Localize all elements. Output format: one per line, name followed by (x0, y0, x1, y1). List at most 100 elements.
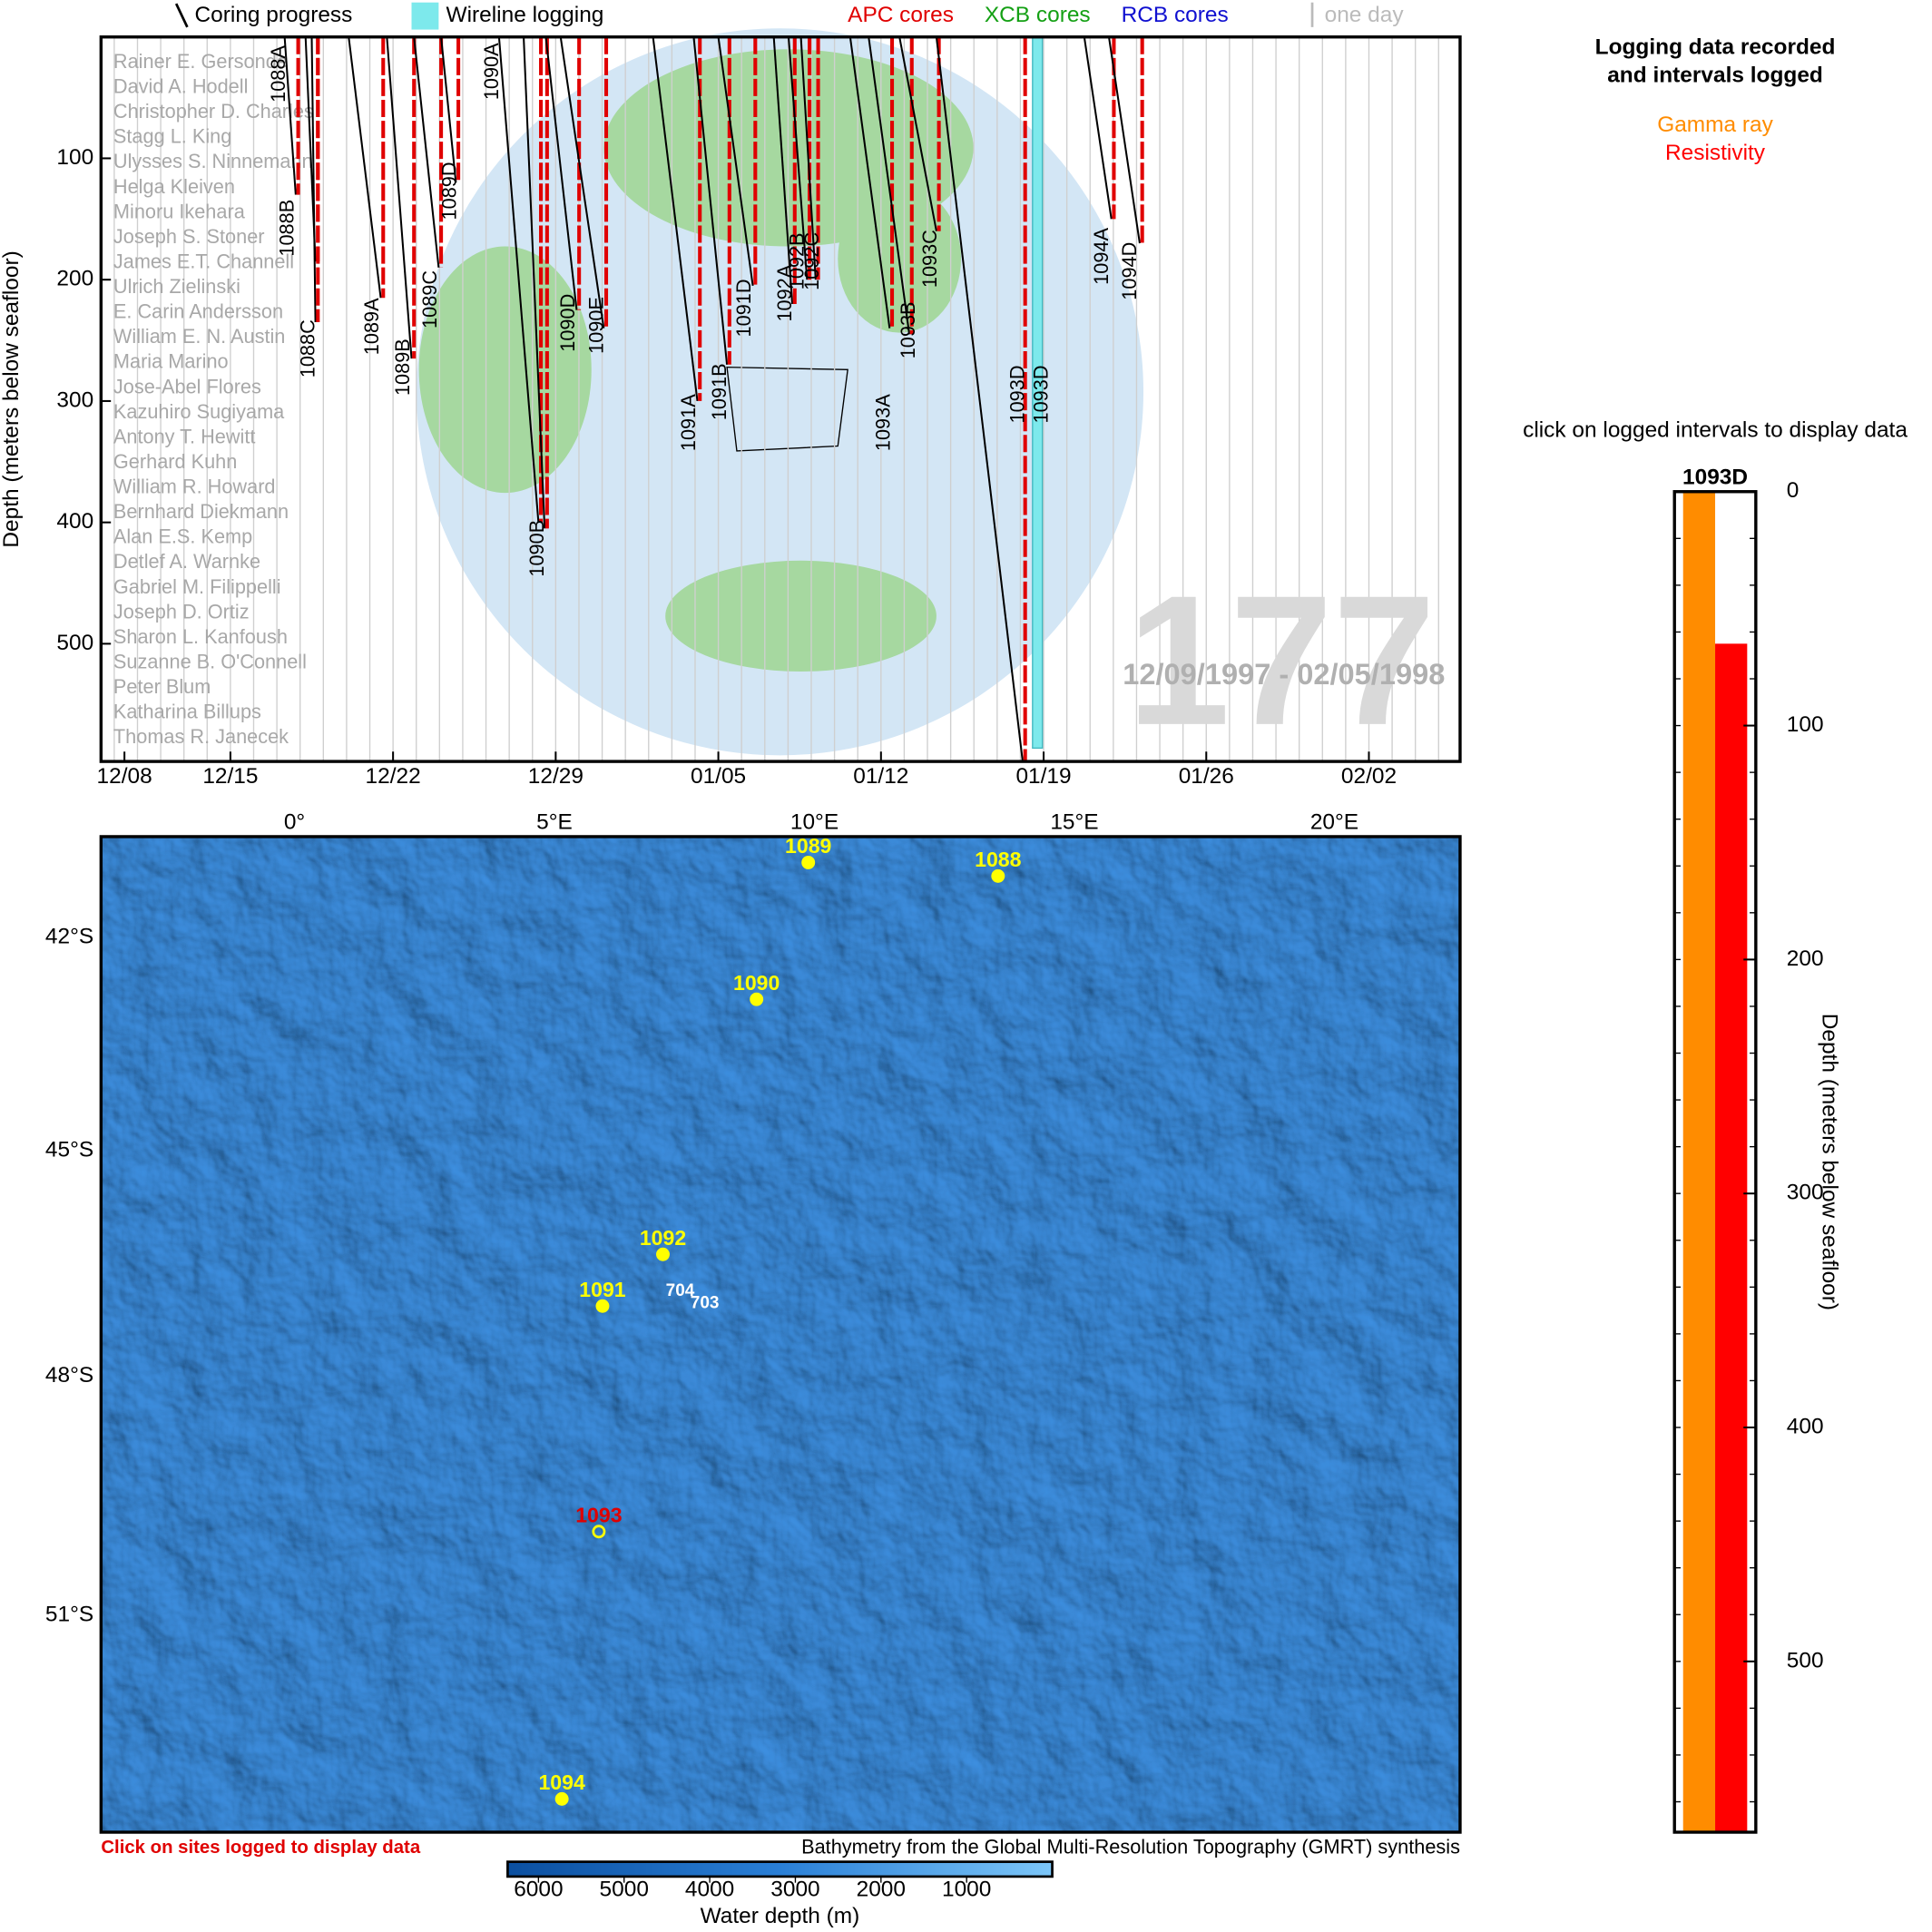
x-tick-label: 12/22 (366, 764, 421, 789)
site-label[interactable]: 1091 (579, 1278, 626, 1301)
coring-progress (440, 36, 457, 183)
colorbar-tick-label: 3000 (770, 1877, 819, 1901)
scientist: Maria Marino (113, 350, 229, 373)
log-tick-label: 0 (1787, 478, 1800, 503)
site-marker[interactable] (991, 868, 1005, 883)
site-marker[interactable] (801, 855, 816, 869)
hole-label[interactable]: 1088C (297, 319, 319, 378)
log-tick-label: 300 (1787, 1181, 1824, 1205)
lat-tick-label: 51°S (45, 1603, 93, 1627)
coring-progress (848, 36, 891, 329)
site-label[interactable]: 1090 (733, 971, 780, 995)
scientist: E. Carin Andersson (113, 300, 283, 323)
scientist: David A. Hodell (113, 75, 249, 98)
hole-label[interactable]: 1094D (1118, 242, 1141, 300)
scientist: Katharina Billups (113, 701, 261, 723)
lon-tick-label: 10°E (790, 809, 839, 834)
lon-tick-label: 20°E (1310, 809, 1358, 834)
region-box (726, 366, 848, 452)
scientist: Ulrich Zielinski (113, 275, 240, 298)
hole-label[interactable]: 1089A (360, 298, 383, 355)
hole-label[interactable]: 1090D (556, 294, 579, 352)
site-marker[interactable] (595, 1299, 610, 1313)
hole-label[interactable]: 1093D (1006, 365, 1029, 423)
log-interval[interactable] (1682, 491, 1716, 1833)
x-tick-label: 01/05 (691, 764, 746, 789)
hole-label[interactable]: 1089D (438, 162, 461, 220)
scientist: Kazuhiro Sugiyama (113, 400, 285, 423)
scientist: Gabriel M. Filippelli (113, 575, 281, 598)
scientist: William E. N. Austin (113, 325, 285, 348)
legend-swatch (411, 2, 439, 30)
lat-tick-label: 45°S (45, 1138, 93, 1162)
legend-coring: Coring progress (195, 3, 353, 27)
y-axis-label: Depth (meters below seafloor) (0, 250, 24, 547)
x-tick-label: 01/19 (1015, 764, 1071, 789)
log-hole: 1093D (1682, 465, 1748, 489)
hole-label[interactable]: 1093B (897, 301, 919, 358)
x-tick-label: 02/02 (1341, 764, 1397, 789)
bathymetry-map[interactable] (101, 836, 1460, 1833)
colorbar-tick-label: 1000 (942, 1877, 991, 1901)
y-tick-label: 500 (56, 631, 93, 655)
scientist: Minoru Ikehara (113, 200, 246, 222)
colorbar-label: Water depth (m) (701, 1904, 860, 1928)
hole-label[interactable]: 1092B (786, 232, 809, 289)
scientist: Sharon L. Kanfoush (113, 625, 288, 648)
scientist: Alan E.S. Kemp (113, 525, 252, 548)
coring-progress (559, 36, 605, 329)
coring-progress (544, 36, 578, 310)
hole-label[interactable]: 1090B (525, 520, 548, 577)
site-label[interactable]: 1092 (640, 1226, 686, 1250)
coring-progress (787, 36, 809, 280)
site-marker[interactable] (592, 1525, 606, 1539)
x-tick-label: 12/29 (528, 764, 584, 789)
log-tick-label: 400 (1787, 1414, 1824, 1438)
hole-label[interactable]: 1088A (267, 45, 289, 103)
hole-label[interactable]: 1091B (708, 363, 731, 420)
map-frame (99, 835, 1462, 1834)
lat-tick-label: 42°S (45, 925, 93, 949)
scientist: Peter Blum (113, 675, 211, 698)
site-marker[interactable] (554, 1791, 569, 1806)
hole-label[interactable]: 1090E (584, 297, 607, 354)
other-site: 703 (691, 1294, 720, 1313)
scientist: Suzanne B. O'Connell (113, 650, 307, 672)
coring-progress (523, 36, 546, 529)
hole-label[interactable]: 1088B (275, 200, 298, 257)
globe (416, 28, 1144, 756)
hole-label[interactable]: 1093A (872, 394, 895, 451)
hole-label[interactable]: 1092C (800, 232, 823, 290)
coring-progress (283, 36, 297, 195)
site-label[interactable]: 1089 (785, 834, 831, 858)
scientist: Ulysses S. Ninnemann (113, 150, 313, 172)
hole-label[interactable]: 1090A (480, 43, 503, 100)
log-tick-label: 200 (1787, 946, 1824, 971)
panel-instruction: click on logged intervals to display dat… (1523, 418, 1907, 443)
site-label[interactable]: 1094 (538, 1770, 585, 1794)
hole-label[interactable]: 1089C (418, 270, 441, 329)
y-tick-label: 400 (56, 509, 93, 534)
coring-progress (1107, 36, 1141, 244)
scientist: Detlef A. Warnke (113, 550, 260, 573)
hole-label[interactable]: 1093C (918, 230, 941, 288)
log-interval[interactable] (1715, 643, 1748, 1833)
site-label[interactable]: 1093 (575, 1504, 622, 1527)
leg-number: 177 (1127, 558, 1436, 764)
site-marker[interactable] (750, 992, 764, 1006)
site-marker[interactable] (656, 1247, 670, 1261)
hole-label[interactable]: 1091D (732, 279, 755, 337)
site-label[interactable]: 1088 (975, 848, 1022, 871)
y-tick-label: 300 (56, 387, 93, 412)
map-note: Click on sites logged to display data (101, 1838, 421, 1858)
hole-label[interactable]: 1094A (1090, 228, 1113, 285)
hole-label[interactable]: 1092A (773, 264, 796, 321)
coring-progress (348, 36, 382, 299)
lon-tick-label: 5°E (536, 809, 573, 834)
hole-label[interactable]: 1091A (677, 394, 700, 451)
hole-label[interactable]: 1089B (391, 338, 414, 396)
legend-entry: Gamma ray (1657, 113, 1773, 137)
scientist: Antony T. Hewitt (113, 425, 256, 447)
log-tick-label: 100 (1787, 712, 1824, 737)
